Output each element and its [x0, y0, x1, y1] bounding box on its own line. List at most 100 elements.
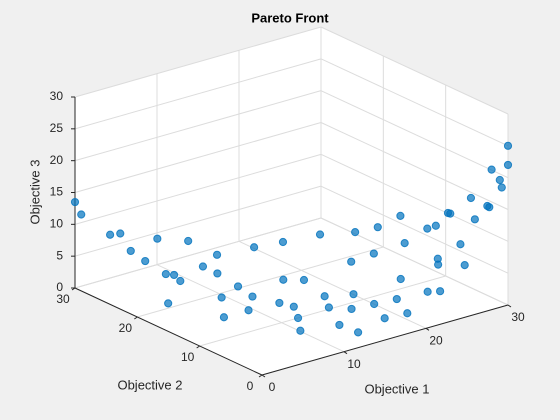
y-tick	[196, 345, 200, 349]
grid-line	[320, 153, 509, 242]
chart-title: Pareto Front	[251, 10, 329, 25]
point	[320, 292, 329, 301]
z-tick-label: 5	[56, 248, 63, 262]
point	[503, 160, 513, 170]
x-tick-label: 20	[429, 334, 443, 348]
point	[436, 287, 445, 296]
point	[483, 201, 492, 211]
point	[164, 299, 173, 308]
z-tick-label: 15	[50, 185, 64, 199]
point	[423, 224, 432, 233]
x-tick	[507, 304, 512, 308]
point	[250, 243, 259, 252]
point	[497, 183, 506, 192]
x-tick	[425, 327, 430, 331]
point	[369, 249, 378, 258]
x-axis-line	[261, 304, 509, 376]
point	[233, 282, 243, 291]
point	[370, 299, 379, 309]
y-tick-label: 20	[119, 321, 133, 335]
grid-line	[320, 58, 509, 147]
point	[403, 309, 412, 318]
point	[279, 275, 288, 284]
grid-line	[74, 26, 322, 98]
y-tick-label: 30	[56, 292, 70, 306]
grid-line	[137, 246, 384, 318]
x-tick-label: 30	[511, 310, 525, 324]
point	[423, 287, 432, 296]
grid-line	[238, 240, 427, 329]
grid-line	[74, 153, 322, 225]
point	[77, 210, 86, 219]
point	[495, 175, 504, 185]
x-tick	[343, 351, 348, 355]
z-tick-label: 0	[56, 280, 63, 294]
z-axis-label: Objective 3	[27, 159, 42, 224]
point	[116, 229, 125, 238]
point	[176, 276, 185, 286]
point	[460, 261, 469, 270]
point	[354, 328, 363, 337]
x-tick-label: 10	[347, 357, 361, 371]
z-tick-label: 20	[50, 153, 64, 167]
point	[431, 221, 440, 230]
point	[278, 237, 288, 247]
point	[456, 240, 465, 249]
x-axis-label: Objective 1	[364, 381, 429, 396]
point	[373, 223, 382, 232]
point	[212, 250, 222, 259]
point	[244, 306, 253, 315]
point	[446, 209, 455, 218]
point	[299, 275, 309, 285]
z-tick-label: 30	[50, 89, 64, 103]
point	[70, 197, 80, 207]
point	[198, 262, 208, 271]
point	[141, 256, 150, 266]
point	[400, 239, 409, 248]
point	[324, 303, 333, 312]
point	[392, 294, 401, 304]
grid-line	[320, 185, 509, 274]
y-axis-label: Objective 2	[117, 377, 182, 392]
point	[213, 269, 222, 278]
point	[248, 292, 257, 301]
x-tick	[261, 374, 266, 378]
x-tick-label: 0	[269, 380, 276, 394]
z-tick-label: 25	[50, 121, 64, 135]
point	[434, 260, 443, 269]
point	[349, 290, 358, 299]
grid-line	[199, 275, 446, 347]
point	[184, 236, 193, 246]
point	[335, 320, 344, 330]
grid-line	[74, 217, 322, 289]
point	[217, 293, 226, 302]
point	[293, 313, 303, 323]
point	[153, 234, 162, 243]
grid-line	[74, 58, 322, 130]
point	[296, 326, 305, 335]
point	[351, 228, 360, 237]
point	[315, 230, 325, 239]
y-tick	[258, 374, 263, 378]
grid-line	[320, 90, 509, 179]
point	[289, 302, 298, 311]
grid-line	[320, 122, 509, 210]
point	[347, 304, 356, 314]
point	[106, 230, 115, 239]
grid-line	[320, 26, 509, 115]
point	[470, 215, 479, 224]
point	[169, 270, 179, 280]
point	[503, 141, 513, 150]
point	[347, 257, 356, 266]
point	[396, 211, 405, 220]
point	[380, 314, 389, 323]
y-tick-label: 0	[247, 379, 254, 393]
grid-line	[74, 90, 322, 162]
point	[219, 313, 229, 322]
y-axis-line	[74, 287, 263, 376]
point	[126, 246, 135, 256]
z-tick-label: 10	[50, 217, 64, 231]
point	[466, 193, 476, 203]
